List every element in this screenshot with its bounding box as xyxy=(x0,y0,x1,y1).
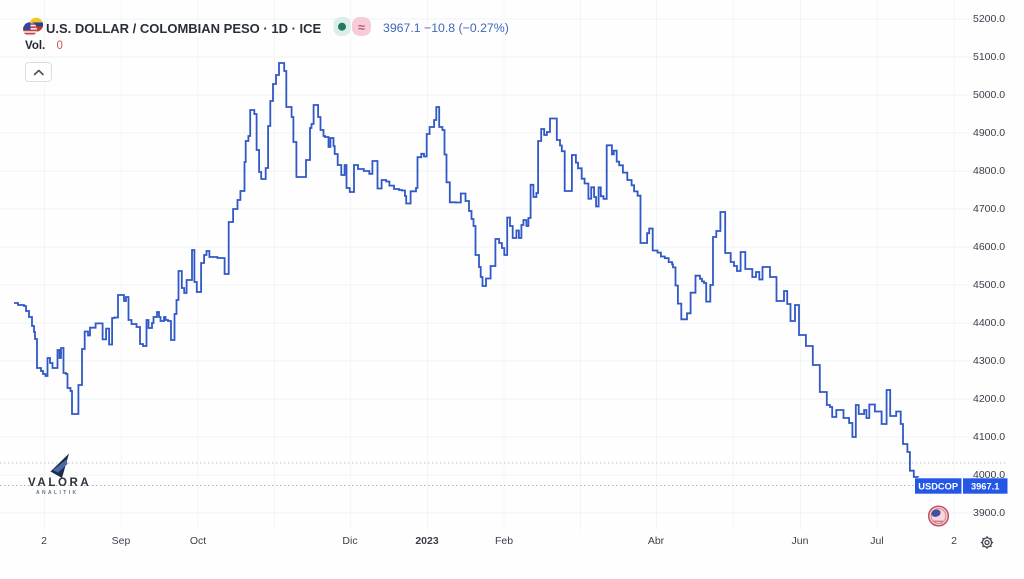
svg-text:≈: ≈ xyxy=(358,21,365,35)
svg-text:USDCOP: USDCOP xyxy=(918,481,958,491)
svg-text:3967.1: 3967.1 xyxy=(971,481,999,491)
